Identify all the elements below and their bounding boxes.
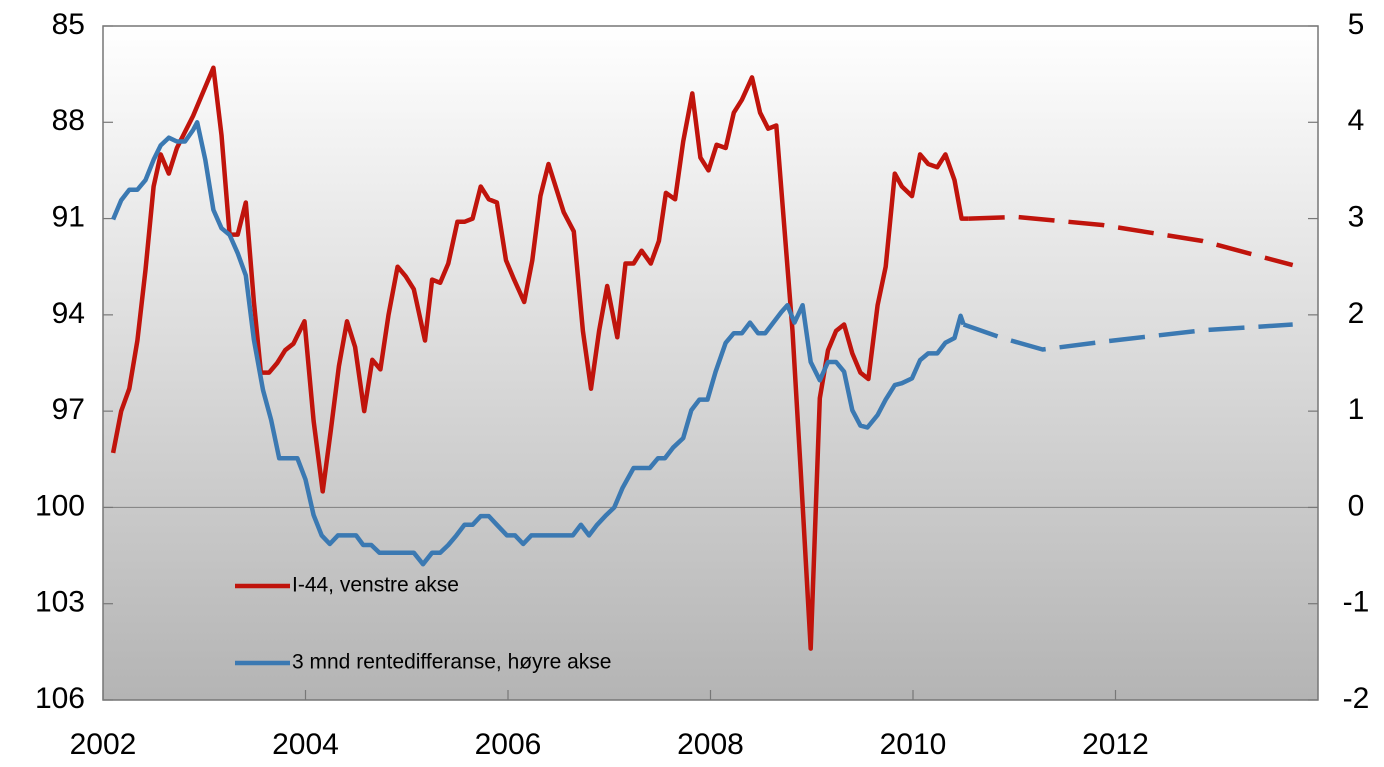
y2-tick-label: 5 xyxy=(1348,8,1365,41)
x-tick-label: 2012 xyxy=(1082,728,1149,761)
legend-label: I-44, venstre akse xyxy=(292,574,459,597)
y-tick-label: 91 xyxy=(52,200,85,233)
y-tick-label: 103 xyxy=(35,586,85,619)
plot-area xyxy=(102,25,1319,701)
x-tick-label: 2008 xyxy=(677,728,744,761)
y-tick-label: 100 xyxy=(35,489,85,522)
series-line xyxy=(111,120,966,567)
y2-tick-label: 0 xyxy=(1348,489,1365,522)
y-tick-label: 97 xyxy=(52,393,85,426)
x-tick-label: 2006 xyxy=(475,728,542,761)
y2-tick-label: -2 xyxy=(1343,682,1370,715)
y2-tick-label: 1 xyxy=(1348,393,1365,426)
series-line xyxy=(110,65,969,651)
x-tick-label: 2010 xyxy=(880,728,947,761)
y-tick-label: 85 xyxy=(52,8,85,41)
series-line-dashed xyxy=(962,322,1293,352)
y2-tick-label: 4 xyxy=(1348,104,1365,137)
x-tick-label: 2002 xyxy=(70,728,137,761)
y-tick-label: 106 xyxy=(35,682,85,715)
y2-tick-label: -1 xyxy=(1343,586,1370,619)
y-tick-label: 94 xyxy=(52,297,85,330)
series-line-dashed xyxy=(968,214,1294,268)
y2-tick-label: 2 xyxy=(1348,297,1365,330)
x-tick-label: 2004 xyxy=(272,728,339,761)
y2-tick-label: 3 xyxy=(1348,200,1365,233)
legend-label: 3 mnd rentedifferanse, høyre akse xyxy=(292,651,611,674)
y-tick-label: 88 xyxy=(52,104,85,137)
